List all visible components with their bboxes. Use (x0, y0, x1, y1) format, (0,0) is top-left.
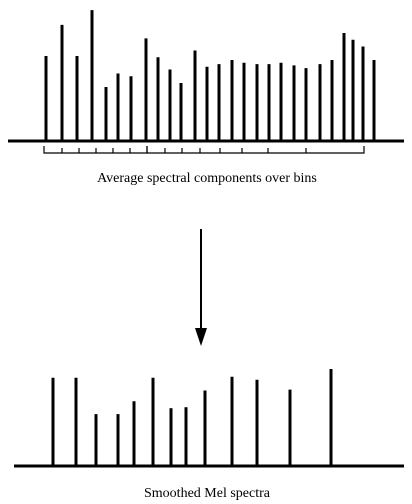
spectral-components-panel: Average spectral components over bins (8, 10, 404, 186)
top-caption: Average spectral components over bins (97, 171, 317, 186)
down-arrow (195, 229, 207, 346)
spectral-component-bars (44, 10, 376, 141)
bottom-caption: Smoothed Mel spectra (144, 486, 271, 501)
bin-bracket-right (146, 146, 365, 154)
bin-ticks (61, 148, 307, 153)
arrow-head (195, 328, 207, 346)
smoothed-mel-bars (51, 369, 333, 466)
averaging-bin-brackets (43, 146, 365, 154)
smoothed-mel-panel: Smoothed Mel spectra (14, 369, 404, 501)
